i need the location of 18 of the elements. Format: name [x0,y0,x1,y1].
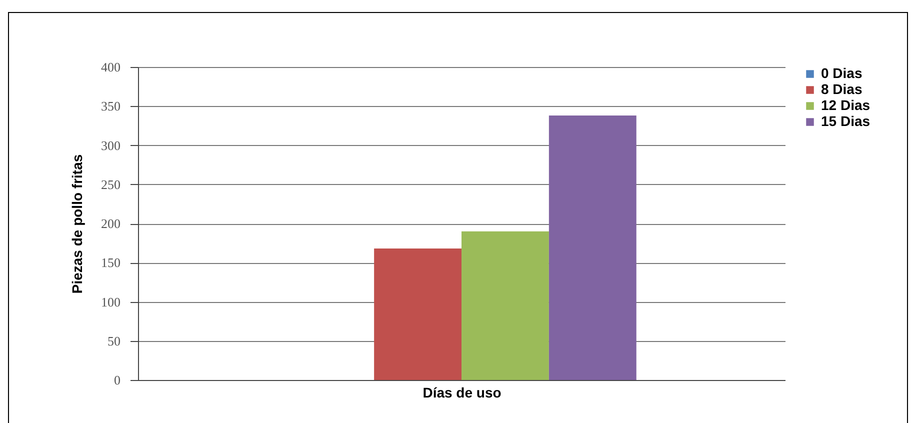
bar [462,231,549,380]
y-tick-label: 200 [101,216,120,231]
legend-label: 15 Dias [821,113,870,129]
y-tick-label: 350 [101,98,120,114]
bar [548,116,636,380]
y-tick-label: 250 [101,176,120,192]
y-tick-label: 0 [114,372,120,388]
y-axis-title: Piezas de pollo fritas [69,154,85,294]
y-tick-label: 150 [101,255,120,270]
legend-label: 0 Dias [821,65,862,81]
y-tick-label: 50 [108,333,120,348]
legend-label: 12 Dias [821,97,870,113]
x-axis-title: Días de uso [422,384,502,400]
y-tick-label: 300 [101,138,120,153]
y-tick-label: 400 [101,60,120,74]
legend-label: 8 Dias [821,81,862,97]
bar [374,248,462,380]
y-tick-label: 100 [101,294,120,310]
